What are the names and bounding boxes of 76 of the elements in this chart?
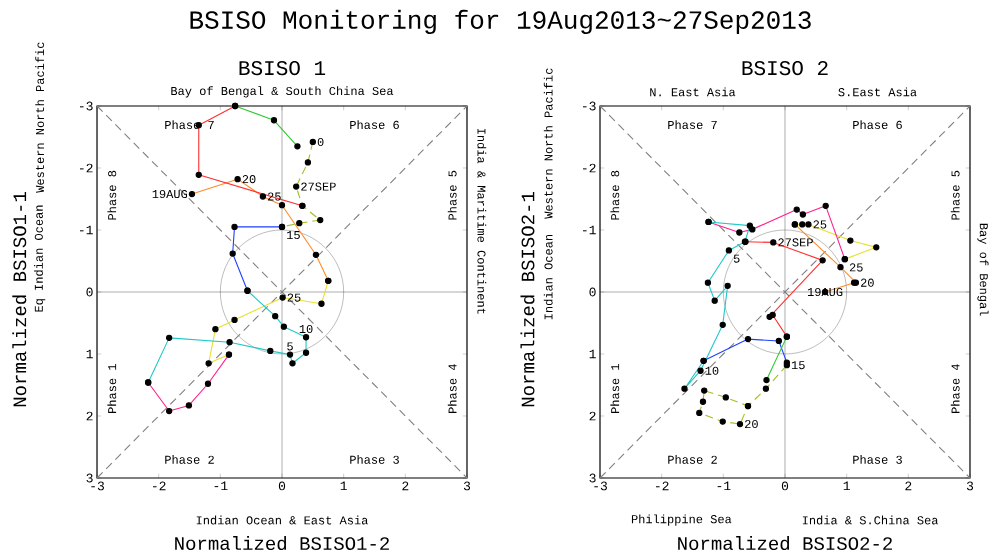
annotation: 15 [791,361,805,370]
y-tick-label: 3 [589,473,596,483]
y-tick-label: 2 [86,411,93,421]
annotation: Phase 5 [950,170,960,220]
y-tick-label: -2 [79,163,93,173]
x-tick-label: 2 [402,481,409,491]
annotation: Phase 3 [350,454,399,464]
x-tick-label: -1 [717,481,731,491]
annotation: 27SEP [778,238,813,247]
annotation: Phase 5 [447,170,457,220]
annotation: Phase 8 [610,170,620,220]
x-tick-label: 0 [278,481,286,491]
annotation: 5 [733,254,740,263]
annotation: 15 [287,231,300,240]
x-axis-title: Normalized BSISO1-2 [175,536,389,551]
text: Indian Ocean [543,234,553,320]
annotation: Phase 3 [853,454,902,464]
y-tick-label: 3 [86,473,93,483]
chart-subtitle: BSISO 1 [239,60,326,76]
y-tick-label: 1 [589,349,596,359]
annotation: 10 [705,366,719,375]
annotation: Phase 2 [165,454,214,464]
annotation: Phase 1 [107,364,117,413]
text: Philippine Sea [631,514,732,526]
annotation: Phase 4 [950,364,960,413]
y-tick-label: -3 [79,101,93,111]
annotation: 0 [317,137,324,147]
annotation: 5 [287,342,293,351]
text: N. East Asia [650,87,736,97]
y-tick-label: 2 [589,411,596,421]
text: Eq Indian Ocean [34,205,46,312]
y-axis-title: Normalized BSISO2-1 [520,192,535,407]
y-tick-label: -3 [582,101,596,111]
x-tick-label: 1 [843,481,850,491]
annotation: 10 [299,324,313,334]
annotation: 25 [813,220,827,229]
x-tick-label: 3 [463,481,471,491]
x-tick-label: 2 [905,481,912,491]
annotation: 25 [287,293,301,302]
x-tick-label: -2 [152,481,166,491]
text: Western North Pacific [543,68,553,219]
annotation: 20 [745,419,758,429]
annotation: Phase 4 [447,364,457,413]
text: India & S.China Sea [802,515,939,525]
y-tick-label: -2 [582,163,596,173]
annotation: 25 [849,263,863,272]
chart-title: BSISO Monitoring for 19Aug2013~27Sep2013 [190,9,811,35]
x-axis-title: Normalized BSISO2-2 [678,536,892,551]
y-tick-label: 0 [589,287,596,297]
x-tick-label: 0 [781,481,789,491]
y-tick-label: -1 [79,225,93,235]
annotation: Phase 7 [668,120,717,129]
y-tick-label: 1 [86,349,93,359]
text: Bay of Bengal & South China Sea [171,86,394,98]
chart-subtitle: BSISO 2 [742,60,828,76]
x-tick-label: 3 [966,481,974,491]
annotation: 19AUG [152,189,188,199]
text: S.East Asia [838,87,917,97]
annotation: Phase 6 [853,120,902,129]
annotation: Phase 8 [107,170,117,220]
y-tick-label: -1 [582,225,596,235]
annotation: Phase 1 [610,364,620,413]
x-tick-label: -2 [655,481,669,491]
x-tick-label: -1 [214,481,228,491]
text: Western North Pacific [35,42,45,193]
text: Indian Ocean & East Asia [196,515,368,525]
text: India & Maritime Continent [477,128,487,314]
y-tick-label: 0 [86,287,93,297]
x-tick-label: 1 [340,481,347,491]
annotation: 20 [242,175,256,184]
annotation: Phase 2 [668,454,717,464]
annotation: 20 [860,278,874,287]
annotation: 27SEP [301,182,336,191]
annotation: Phase 6 [350,120,399,129]
y-axis-title: Normalized BSISO1-1 [12,192,27,407]
text: Bay of Bengal [977,223,989,316]
